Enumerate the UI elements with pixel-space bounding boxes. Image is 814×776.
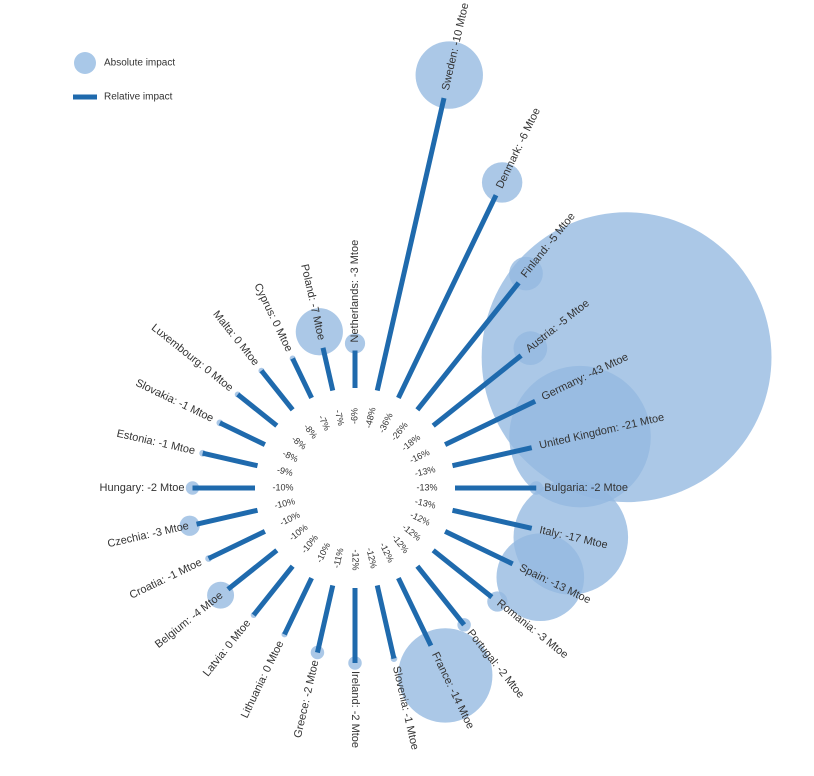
impact-bar [396,194,499,399]
country-label: Ireland: -2 Mtoe [349,671,361,748]
impact-bubble [179,515,200,536]
impact-bar [431,548,494,600]
percent-label: -7% [316,413,332,432]
impact-bubble [496,533,585,622]
impact-bar [415,564,467,627]
impact-bar [196,507,259,527]
percent-label: -8% [290,434,309,452]
impact-bar [396,577,434,647]
impact-bubble [398,628,493,723]
percent-label: -10% [272,482,293,492]
percent-label: -6% [349,408,359,424]
impact-bar [282,577,314,636]
country-label: Croatia: -1 Mtoe [128,556,204,601]
country-label: Malta: 0 Mtoe [210,309,261,369]
impact-bar [202,450,259,469]
impact-bar [218,420,266,447]
percent-label: -13% [414,464,437,478]
impact-bubble [415,41,483,109]
legend-swatch [74,52,96,74]
percent-label: -11% [331,547,345,569]
legend-label: Relative impact [104,92,173,103]
percent-label: -10% [314,541,332,564]
country-label: Netherlands: -3 Mtoe [349,240,361,343]
percent-label: -12% [378,541,396,564]
country-label: Slovakia: -1 Mtoe [134,377,216,425]
percent-label: -13% [416,482,437,492]
country-label: Lithuania: 0 Mtoe [239,639,286,720]
impact-bar [431,353,523,428]
percent-label: -13% [414,496,437,510]
percent-label: -10% [273,496,296,510]
impact-bar [259,369,295,412]
country-label: Cyprus: 0 Mtoe [251,281,294,353]
country-label: Estonia: -1 Mtoe [115,428,196,458]
country-label: Belgium: -4 Mtoe [153,590,225,651]
impact-bar [315,584,336,654]
impact-bar [320,347,336,392]
country-label: Hungary: -2 Mtoe [100,482,185,494]
percent-label: -16% [408,447,431,465]
impact-bubble [344,333,366,354]
impact-bar [444,398,537,447]
impact-bar [444,529,514,567]
impact-bar [415,281,521,412]
legend: Absolute impact Relative impact [73,52,175,103]
impact-bar [374,97,447,392]
percent-label: -12% [364,547,378,570]
country-label: Czechia: -3 Mtoe [106,520,190,550]
impact-bubble [509,365,651,508]
country-label: Luxembourg: 0 Mtoe [149,322,235,394]
percent-label: -7% [333,409,346,427]
impact-bar [251,564,295,617]
country-label: Latvia: 0 Mtoe [201,618,253,680]
percent-label: -8% [302,422,320,441]
impact-bar [226,548,279,592]
impact-bubble [295,308,343,356]
percent-label: -48% [363,406,377,429]
impact-bar [236,392,279,428]
legend-label: Absolute impact [104,58,175,69]
percent-label: -8% [281,448,300,464]
percent-label: -9% [276,465,294,478]
impact-bar [374,584,397,660]
impact-bar [451,507,533,531]
impact-bar [207,529,266,561]
impact-bubble [481,162,523,203]
country-label: Bulgaria: -2 Mtoe [544,482,628,494]
percent-label: -12% [351,549,361,570]
impact-bar [290,357,314,399]
impact-bar [451,445,533,469]
country-label: Greece: -2 Mtoe [292,659,321,739]
